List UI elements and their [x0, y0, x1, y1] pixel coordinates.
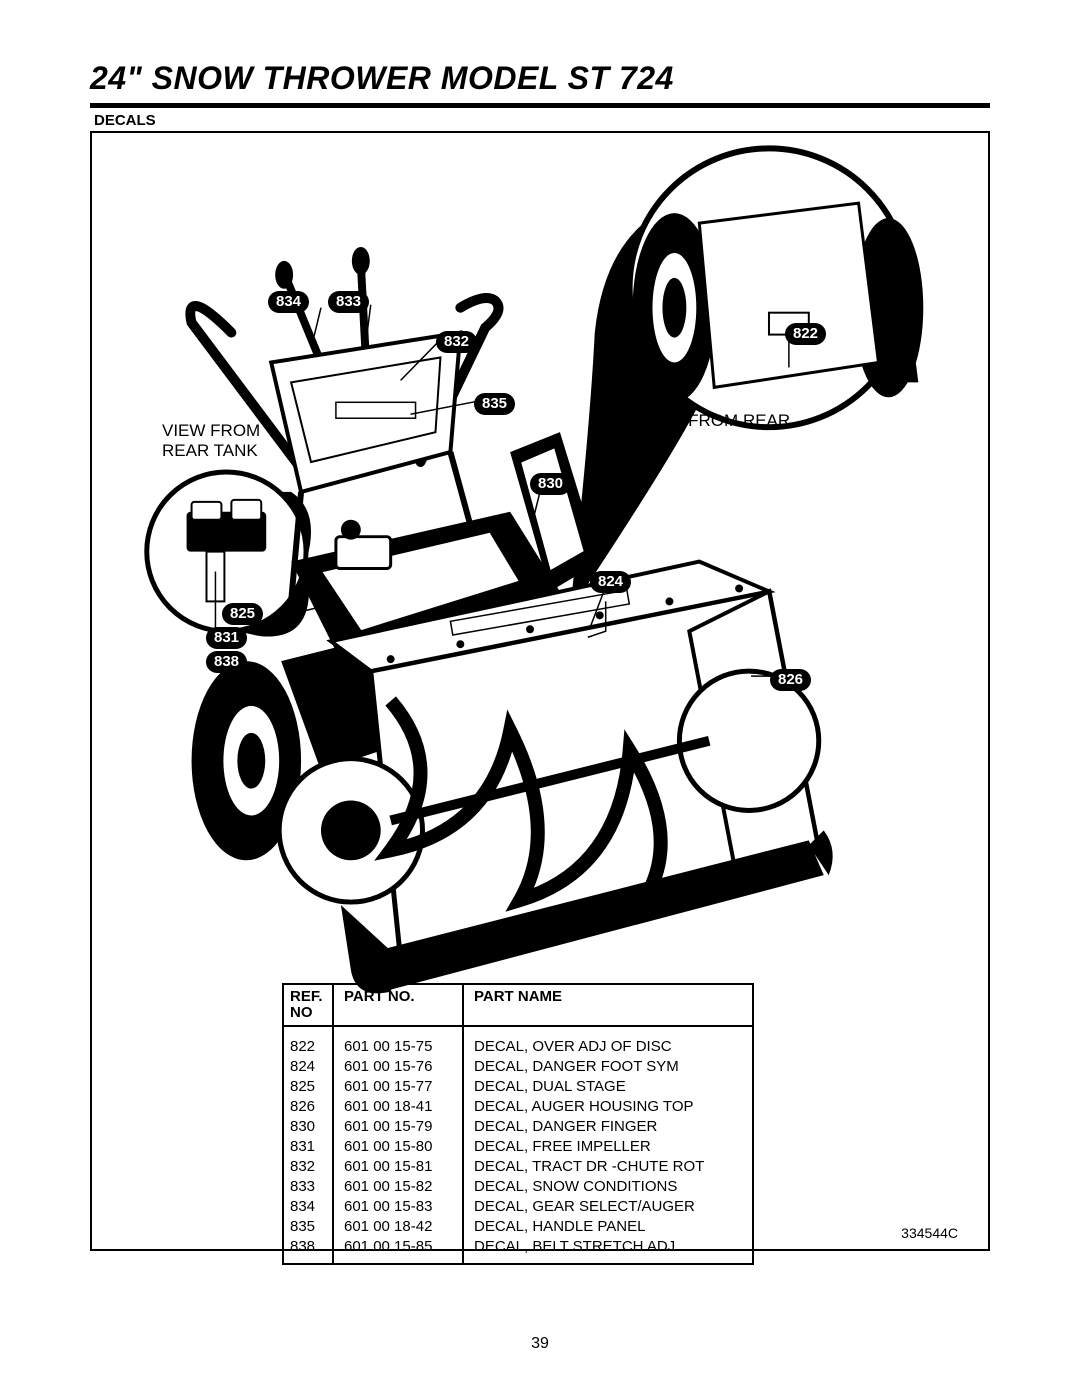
callout-830: 830: [530, 473, 571, 495]
page-title: 24" SNOW THROWER MODEL ST 724: [90, 60, 990, 97]
table-row: 838601 00 15-85DECAL, BELT STRETCH ADJ.: [283, 1237, 753, 1264]
callout-833: 833: [328, 291, 369, 313]
page-number: 39: [531, 1335, 549, 1353]
callout-835: 835: [474, 393, 515, 415]
table-row: 831601 00 15-80DECAL, FREE IMPELLER: [283, 1137, 753, 1157]
parts-table: REF. NO PART NO. PART NAME 822601 00 15-…: [282, 983, 754, 1265]
label-view-rear: VIEW FROM REAR: [640, 411, 790, 431]
table-row: 824601 00 15-76DECAL, DANGER FOOT SYM: [283, 1057, 753, 1077]
callout-825: 825: [222, 603, 263, 625]
col-partname: PART NAME: [463, 984, 753, 1026]
callout-831: 831: [206, 627, 247, 649]
callout-826: 826: [770, 669, 811, 691]
title-rule: [90, 103, 990, 108]
table-row: 833601 00 15-82DECAL, SNOW CONDITIONS: [283, 1177, 753, 1197]
callout-838: 838: [206, 651, 247, 673]
table-row: 830601 00 15-79DECAL, DANGER FINGER: [283, 1117, 753, 1137]
document-code: 334544C: [901, 1225, 958, 1241]
callout-834: 834: [268, 291, 309, 313]
label-view-rear-tank: VIEW FROM REAR TANK: [162, 421, 260, 461]
figure-frame: VIEW FROM REAR TANK VIEW FROM REAR 834 8…: [90, 131, 990, 1251]
col-partno: PART NO.: [333, 984, 463, 1026]
table-row: 825601 00 15-77DECAL, DUAL STAGE: [283, 1077, 753, 1097]
table-row: 834601 00 15-83DECAL, GEAR SELECT/AUGER: [283, 1197, 753, 1217]
page-root: 24" SNOW THROWER MODEL ST 724 DECALS: [0, 0, 1080, 1251]
col-ref: REF. NO: [283, 984, 333, 1026]
table-row: 832601 00 15-81DECAL, TRACT DR -CHUTE RO…: [283, 1157, 753, 1177]
table-row: 822601 00 15-75DECAL, OVER ADJ OF DISC: [283, 1026, 753, 1057]
table-row: 826601 00 18-41DECAL, AUGER HOUSING TOP: [283, 1097, 753, 1117]
parts-table-body: 822601 00 15-75DECAL, OVER ADJ OF DISC 8…: [283, 1026, 753, 1264]
table-row: 835601 00 18-42DECAL, HANDLE PANEL: [283, 1217, 753, 1237]
table-header-row: REF. NO PART NO. PART NAME: [283, 984, 753, 1026]
callout-824: 824: [590, 571, 631, 593]
callout-822: 822: [785, 323, 826, 345]
callout-832: 832: [436, 331, 477, 353]
section-heading: DECALS: [94, 112, 990, 129]
